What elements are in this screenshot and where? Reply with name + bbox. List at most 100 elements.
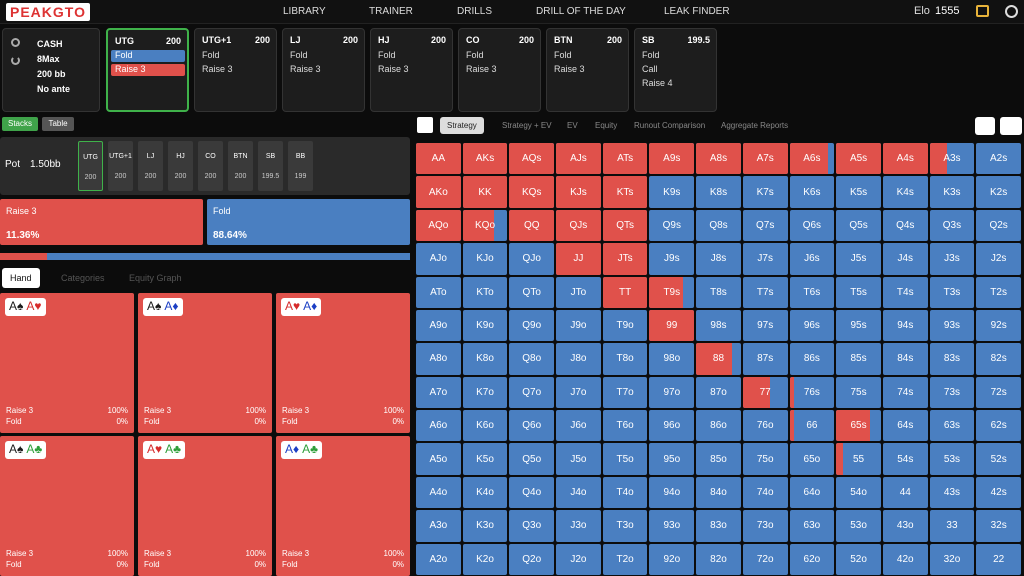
hand-cell[interactable]: JTs [602,243,648,275]
hand-cell[interactable]: Q4s [882,209,928,242]
toggle[interactable]: Stacks [2,117,38,131]
hand-cell[interactable]: T9o [602,309,648,342]
hand-cell[interactable]: K7o [462,376,508,409]
hand-cell[interactable]: KTo [462,276,508,308]
hand-cell[interactable]: 96s [789,309,835,342]
strategy-tab[interactable]: Strategy [440,117,484,134]
hand-cell[interactable]: Q2s [976,209,1021,242]
hand-cell[interactable]: J2o [556,543,601,575]
hand-cell[interactable]: K2o [462,543,508,575]
hand-cell[interactable]: ATo [416,276,461,308]
hand-cell[interactable]: K5o [462,443,508,475]
hand-cell[interactable]: A4o [416,476,461,509]
hand-cell[interactable]: K6o [462,410,508,442]
hand-cell[interactable]: T7o [602,376,648,409]
hand-cell[interactable]: A3s [929,143,975,175]
position-action[interactable]: Raise 4 [642,78,673,88]
hand-cell[interactable]: QJs [556,209,601,242]
hand-cell[interactable]: 76s [789,376,835,409]
seat[interactable]: LJ 200 [138,141,163,191]
hand-cell[interactable]: 86o [696,410,741,442]
hand-cell[interactable]: 87s [742,343,788,375]
seat[interactable]: UTG 200 [78,141,103,191]
position-action[interactable]: Fold [378,50,396,60]
hand-cell[interactable]: J3s [929,243,975,275]
strategy-tab[interactable]: Equity [595,121,618,130]
gamepad-icon[interactable] [1000,117,1022,135]
position-action[interactable]: Call [642,64,658,74]
hand-cell[interactable]: 86s [789,343,835,375]
hand-cell[interactable]: AA [416,143,461,175]
hand-cell[interactable]: 32o [929,543,975,575]
hand-cell[interactable]: 98o [649,343,695,375]
hand-cell[interactable]: J2s [976,243,1021,275]
hand-cell[interactable]: QTs [602,209,648,242]
hand-cell[interactable]: 97s [742,309,788,342]
hand-cell[interactable]: A3o [416,510,461,542]
hand-cell[interactable]: 92o [649,543,695,575]
hand-cell[interactable]: 22 [976,543,1021,575]
combo-card[interactable]: A♥ A♦ Raise 3 100% Fold 0% [276,293,410,433]
combo-card[interactable]: A♠ A♥ Raise 3 100% Fold 0% [0,293,134,433]
hand-cell[interactable]: 65o [789,443,835,475]
position-action[interactable]: Fold [466,50,484,60]
hand-cell[interactable]: 95o [649,443,695,475]
hand-cell[interactable]: 73o [742,510,788,542]
hand-cell[interactable]: 33 [929,510,975,542]
hand-cell[interactable]: Q3o [509,510,555,542]
hand-cell[interactable]: T3s [929,276,975,308]
hand-cell[interactable]: K9s [649,176,695,208]
position-action[interactable]: Raise 3 [554,64,585,74]
position-action[interactable]: Fold [642,50,660,60]
hand-cell[interactable]: K5s [836,176,881,208]
seat[interactable]: CO 200 [198,141,223,191]
hand-cell[interactable]: 84o [696,476,741,509]
hand-cell[interactable]: AQo [416,209,461,242]
hand-cell[interactable]: 94s [882,309,928,342]
seat[interactable]: HJ 200 [168,141,193,191]
hand-cell[interactable]: A6s [789,143,835,175]
hand-cell[interactable]: 62s [976,410,1021,442]
hand-cell[interactable]: J4s [882,243,928,275]
hand-cell[interactable]: 82s [976,343,1021,375]
hand-cell[interactable]: 32s [976,510,1021,542]
hand-cell[interactable]: T5s [836,276,881,308]
hand-cell[interactable]: K4o [462,476,508,509]
hand-cell[interactable]: J5s [836,243,881,275]
position-card[interactable]: CO 200 Fold Raise 3 [458,28,541,112]
hand-cell[interactable]: T4o [602,476,648,509]
hand-cell[interactable]: A2o [416,543,461,575]
position-card[interactable]: BTN 200 Fold Raise 3 [546,28,629,112]
hand-cell[interactable]: Q3s [929,209,975,242]
hand-cell[interactable]: 72o [742,543,788,575]
hand-cell[interactable]: T2s [976,276,1021,308]
position-action[interactable]: Raise 3 [202,64,233,74]
hand-cell[interactable]: KJs [556,176,601,208]
position-card[interactable]: UTG+1 200 Fold Raise 3 [194,28,277,112]
hand-cell[interactable]: T2o [602,543,648,575]
hand-cell[interactable]: 76o [742,410,788,442]
hand-cell[interactable]: A4s [882,143,928,175]
hand-cell[interactable]: AJo [416,243,461,275]
seat[interactable]: SB 199.5 [258,141,283,191]
hand-cell[interactable]: K8s [696,176,741,208]
strategy-tab[interactable]: Aggregate Reports [721,121,789,130]
icon-user[interactable] [1005,5,1018,18]
action-box[interactable]: Raise 3 11.36% [0,199,203,245]
hand-cell[interactable]: Q2o [509,543,555,575]
hand-cell[interactable]: 62o [789,543,835,575]
position-card[interactable]: UTG 200 Fold Raise 3 [106,28,189,112]
hand-cell[interactable]: A9o [416,309,461,342]
seat[interactable]: BB 199 [288,141,313,191]
hand-cell[interactable]: Q6o [509,410,555,442]
nav-item[interactable]: DRILLS [457,6,493,17]
position-action[interactable]: Fold [554,50,572,60]
hand-cell[interactable]: 96o [649,410,695,442]
hand-cell[interactable]: 52o [836,543,881,575]
hand-cell[interactable]: 74s [882,376,928,409]
hand-cell[interactable]: 77 [742,376,788,409]
hand-cell[interactable]: 95s [836,309,881,342]
hand-cell[interactable]: 64s [882,410,928,442]
hand-cell[interactable]: 75s [836,376,881,409]
hand-cell[interactable]: Q6s [789,209,835,242]
